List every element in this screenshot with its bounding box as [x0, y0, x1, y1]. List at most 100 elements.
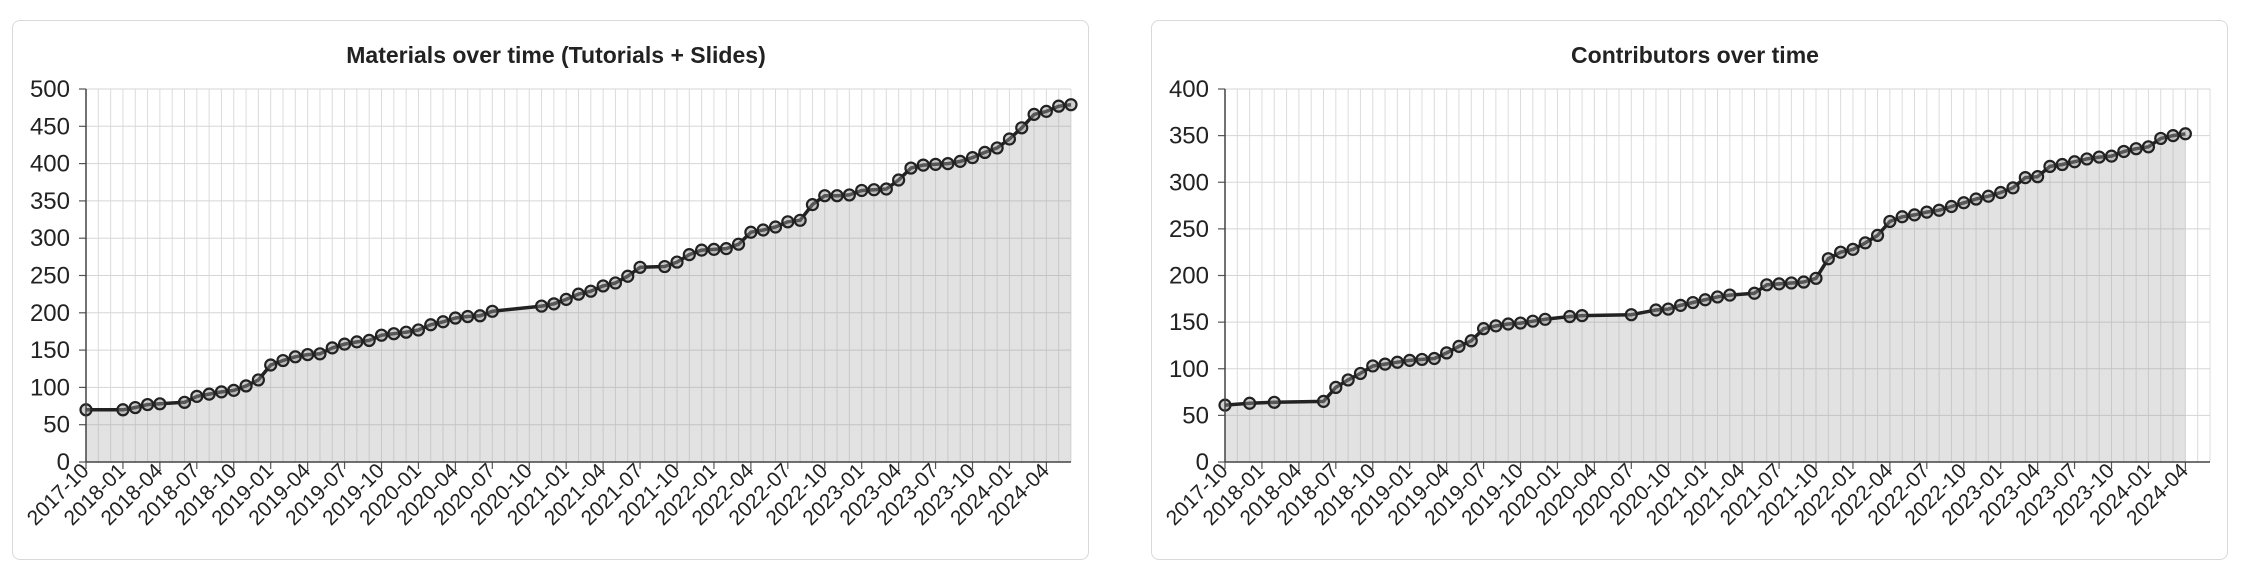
data-point[interactable]: [953, 154, 967, 168]
data-point[interactable]: [1661, 302, 1675, 316]
data-point[interactable]: [251, 373, 265, 387]
data-point[interactable]: [424, 318, 438, 332]
data-point[interactable]: [534, 299, 549, 313]
data-point[interactable]: [1243, 396, 1257, 410]
data-point[interactable]: [842, 188, 856, 202]
data-point[interactable]: [1846, 242, 1860, 256]
data-point[interactable]: [2104, 149, 2119, 163]
data-point[interactable]: [436, 315, 450, 329]
data-point[interactable]: [399, 325, 413, 339]
data-point[interactable]: [1476, 322, 1491, 336]
data-point[interactable]: [473, 309, 487, 323]
data-point[interactable]: [1526, 314, 1540, 328]
data-point[interactable]: [387, 327, 401, 341]
data-point[interactable]: [1784, 276, 1798, 290]
data-point[interactable]: [1489, 319, 1503, 333]
data-point[interactable]: [1039, 104, 1053, 118]
data-point[interactable]: [1969, 192, 1983, 206]
data-point[interactable]: [362, 333, 376, 348]
data-point[interactable]: [584, 284, 598, 298]
data-point[interactable]: [781, 215, 795, 229]
data-point[interactable]: [1624, 308, 1638, 322]
data-point[interactable]: [1883, 214, 1897, 229]
data-point[interactable]: [1390, 355, 1404, 369]
data-point[interactable]: [1427, 351, 1441, 366]
data-point[interactable]: [1673, 298, 1688, 312]
data-point[interactable]: [682, 248, 696, 262]
data-point[interactable]: [793, 213, 807, 227]
data-point[interactable]: [1698, 293, 1712, 307]
data-point[interactable]: [2006, 181, 2020, 195]
data-point[interactable]: [1403, 353, 1417, 367]
data-point[interactable]: [313, 347, 327, 361]
data-point[interactable]: [1002, 132, 1017, 146]
data-point[interactable]: [571, 287, 586, 301]
data-point[interactable]: [202, 387, 216, 401]
data-point[interactable]: [707, 242, 721, 256]
data-point[interactable]: [1821, 252, 1835, 266]
data-point[interactable]: [2055, 157, 2069, 172]
data-point[interactable]: [892, 173, 906, 187]
data-point[interactable]: [1747, 286, 1762, 300]
data-point[interactable]: [1513, 316, 1528, 330]
data-point[interactable]: [1809, 271, 1823, 285]
data-point[interactable]: [731, 237, 746, 251]
data-point[interactable]: [1316, 394, 1331, 408]
data-point[interactable]: [978, 145, 992, 160]
data-point[interactable]: [1538, 312, 1552, 326]
data-point[interactable]: [830, 189, 844, 203]
data-point[interactable]: [1907, 208, 1922, 222]
data-point[interactable]: [1366, 359, 1380, 373]
data-point[interactable]: [695, 243, 709, 257]
data-point[interactable]: [1797, 275, 1811, 289]
data-point[interactable]: [374, 328, 389, 342]
data-point[interactable]: [2166, 129, 2180, 143]
data-point[interactable]: [633, 260, 647, 274]
data-point[interactable]: [719, 242, 733, 256]
data-point[interactable]: [1329, 380, 1343, 394]
data-point[interactable]: [1920, 205, 1934, 219]
data-point[interactable]: [2031, 170, 2045, 184]
data-point[interactable]: [928, 157, 943, 171]
data-point[interactable]: [1723, 288, 1737, 302]
data-point[interactable]: [1895, 210, 1909, 224]
data-point[interactable]: [768, 220, 783, 234]
data-point[interactable]: [2141, 140, 2156, 154]
data-point[interactable]: [288, 350, 302, 364]
data-point[interactable]: [1957, 196, 1971, 210]
data-point[interactable]: [1378, 357, 1392, 371]
data-point[interactable]: [818, 189, 832, 203]
data-point[interactable]: [411, 323, 426, 337]
data-point[interactable]: [325, 341, 339, 355]
data-point[interactable]: [1760, 278, 1774, 292]
data-point[interactable]: [1834, 245, 1848, 259]
data-point[interactable]: [879, 182, 893, 196]
data-point[interactable]: [805, 198, 820, 212]
data-point[interactable]: [621, 269, 635, 283]
data-point[interactable]: [448, 311, 462, 325]
data-point[interactable]: [239, 379, 253, 393]
data-point[interactable]: [855, 183, 869, 198]
data-point[interactable]: [990, 141, 1004, 155]
data-point[interactable]: [596, 279, 610, 293]
data-point[interactable]: [2117, 144, 2131, 159]
data-point[interactable]: [559, 292, 573, 306]
data-point[interactable]: [670, 255, 684, 269]
data-point[interactable]: [1575, 308, 1589, 323]
data-point[interactable]: [153, 397, 167, 411]
data-point[interactable]: [744, 225, 758, 239]
data-point[interactable]: [1563, 309, 1577, 324]
data-point[interactable]: [941, 157, 955, 171]
data-point[interactable]: [1064, 98, 1078, 112]
data-point[interactable]: [867, 183, 881, 197]
data-point[interactable]: [916, 158, 930, 172]
data-point[interactable]: [1052, 99, 1066, 113]
data-point[interactable]: [1710, 290, 1725, 304]
data-point[interactable]: [2067, 155, 2082, 169]
data-point[interactable]: [2129, 142, 2143, 156]
data-point[interactable]: [214, 385, 229, 399]
data-point[interactable]: [608, 276, 623, 290]
data-point[interactable]: [2154, 131, 2168, 146]
data-point[interactable]: [1981, 189, 1995, 203]
data-point[interactable]: [227, 383, 241, 397]
